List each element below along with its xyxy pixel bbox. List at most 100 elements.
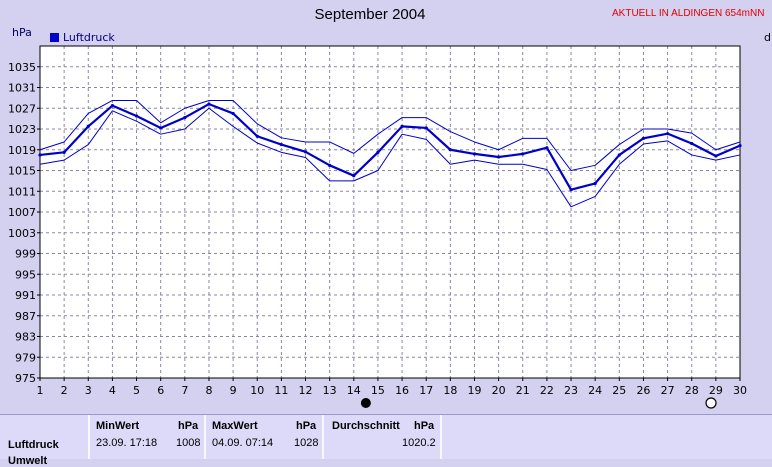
x-tick-label: 26 bbox=[636, 384, 650, 397]
x-tick-label: 23 bbox=[564, 384, 578, 397]
x-tick-label: 16 bbox=[395, 384, 409, 397]
x-tick-label: 14 bbox=[347, 384, 361, 397]
avg-unit: hPa bbox=[414, 420, 435, 432]
y-tick-label: 1019 bbox=[8, 144, 36, 157]
y-tick-label: 999 bbox=[15, 248, 36, 261]
data-point bbox=[38, 153, 42, 157]
data-point bbox=[497, 155, 501, 159]
x-tick-label: 30 bbox=[733, 384, 747, 397]
data-point bbox=[521, 152, 525, 156]
y-tick-label: 987 bbox=[15, 310, 36, 323]
x-tick-label: 21 bbox=[516, 384, 530, 397]
x-tick-label: 19 bbox=[467, 384, 481, 397]
series-line-min bbox=[39, 107, 741, 208]
y-tick-label: 975 bbox=[15, 372, 36, 385]
avg-header: Durchschnitt bbox=[332, 420, 400, 432]
x-tick-label: 28 bbox=[685, 384, 699, 397]
new-moon-icon bbox=[705, 397, 717, 409]
data-point bbox=[738, 144, 742, 148]
x-tick-label: 25 bbox=[612, 384, 626, 397]
legend-swatch bbox=[50, 33, 59, 42]
data-point bbox=[352, 174, 356, 178]
chart-title: September 2004 bbox=[314, 6, 426, 23]
data-point bbox=[424, 126, 428, 130]
data-point bbox=[159, 126, 163, 130]
x-tick-label: 7 bbox=[181, 384, 188, 397]
data-point bbox=[86, 124, 90, 129]
y-tick-label: 1031 bbox=[8, 82, 36, 95]
stats-row-label: Luftdruck bbox=[8, 439, 59, 451]
y-tick-label: 991 bbox=[15, 289, 36, 302]
avg-stat: Durchschnitt hPa 1020.2 bbox=[322, 415, 442, 459]
x-tick-label: 27 bbox=[661, 384, 675, 397]
y-tick-label: 1003 bbox=[8, 227, 36, 240]
full-moon-icon bbox=[360, 398, 371, 408]
x-tick-label: 29 bbox=[709, 384, 723, 397]
data-point bbox=[255, 134, 259, 138]
x-tick-label: 10 bbox=[250, 384, 264, 397]
data-point bbox=[641, 136, 646, 140]
x-tick-label: 5 bbox=[133, 384, 140, 397]
series-line-mean bbox=[39, 102, 741, 191]
max-unit: hPa bbox=[296, 420, 317, 432]
data-point bbox=[110, 104, 115, 108]
y-tick-label: 1027 bbox=[8, 102, 36, 115]
data-point bbox=[328, 163, 332, 167]
chart-svg: 9759799839879919959991003100710111015101… bbox=[8, 45, 747, 409]
data-point bbox=[472, 152, 477, 156]
y-tick-label: 1007 bbox=[8, 206, 36, 219]
data-point bbox=[593, 181, 597, 186]
max-header: MaxWert bbox=[212, 420, 258, 432]
x-tick-label: 1 bbox=[37, 384, 44, 397]
x-tick-label: 13 bbox=[323, 384, 337, 397]
min-stat: MinWert hPa 23.09. 17:18 1008 bbox=[88, 415, 206, 459]
x-tick-label: 17 bbox=[419, 384, 433, 397]
data-point bbox=[183, 115, 187, 120]
data-point bbox=[303, 150, 308, 154]
data-point bbox=[714, 154, 718, 158]
data-point bbox=[376, 150, 380, 154]
data-point bbox=[545, 146, 549, 150]
x-tick-label: 12 bbox=[299, 384, 313, 397]
data-point bbox=[569, 188, 573, 192]
x-tick-label: 8 bbox=[205, 384, 212, 397]
data-point bbox=[62, 150, 66, 154]
x-tick-label: 15 bbox=[371, 384, 385, 397]
station-label: AKTUELL IN ALDINGEN 654mNN bbox=[612, 8, 765, 19]
x-tick-label: 20 bbox=[492, 384, 506, 397]
series-line-max bbox=[39, 99, 741, 171]
min-time: 23.09. 17:18 bbox=[96, 437, 158, 449]
max-stat: MaxWert hPa 04.09. 07:14 1028 bbox=[204, 415, 324, 459]
x-tick-label: 4 bbox=[109, 384, 116, 397]
y-tick-label: 1035 bbox=[8, 61, 36, 74]
x-tick-label: 24 bbox=[588, 384, 602, 397]
stats-empty-cell bbox=[440, 415, 772, 459]
y-tick-label: 979 bbox=[15, 351, 36, 364]
x-tick-label: 9 bbox=[230, 384, 237, 397]
data-point bbox=[207, 102, 211, 106]
data-point bbox=[665, 132, 670, 136]
data-point bbox=[279, 142, 283, 147]
x-tick-label: 2 bbox=[61, 384, 68, 397]
avg-value: 1020.2 bbox=[402, 437, 436, 449]
max-value: 1028 bbox=[294, 437, 319, 449]
stats-panel: Luftdruck Umwelt MinWert hPa 23.09. 17:1… bbox=[0, 414, 772, 467]
x-tick-label: 22 bbox=[540, 384, 554, 397]
data-point bbox=[690, 141, 694, 146]
legend: Luftdruck bbox=[50, 31, 115, 44]
x-tick-label: 11 bbox=[274, 384, 288, 397]
legend-label: Luftdruck bbox=[63, 31, 115, 44]
data-point bbox=[134, 114, 139, 118]
stats-row-label-2: Umwelt bbox=[8, 455, 48, 467]
x-tick-label: 18 bbox=[443, 384, 457, 397]
y-tick-label: 995 bbox=[15, 268, 36, 281]
y-axis-unit-label: hPa bbox=[12, 26, 32, 39]
min-unit: hPa bbox=[178, 420, 199, 432]
min-value: 1008 bbox=[176, 437, 201, 449]
x-tick-label: 3 bbox=[85, 384, 92, 397]
data-point bbox=[400, 124, 404, 129]
data-point bbox=[231, 111, 235, 116]
x-tick-label: 6 bbox=[157, 384, 164, 397]
y-tick-label: 1023 bbox=[8, 123, 36, 136]
y-tick-label: 1011 bbox=[8, 185, 36, 198]
